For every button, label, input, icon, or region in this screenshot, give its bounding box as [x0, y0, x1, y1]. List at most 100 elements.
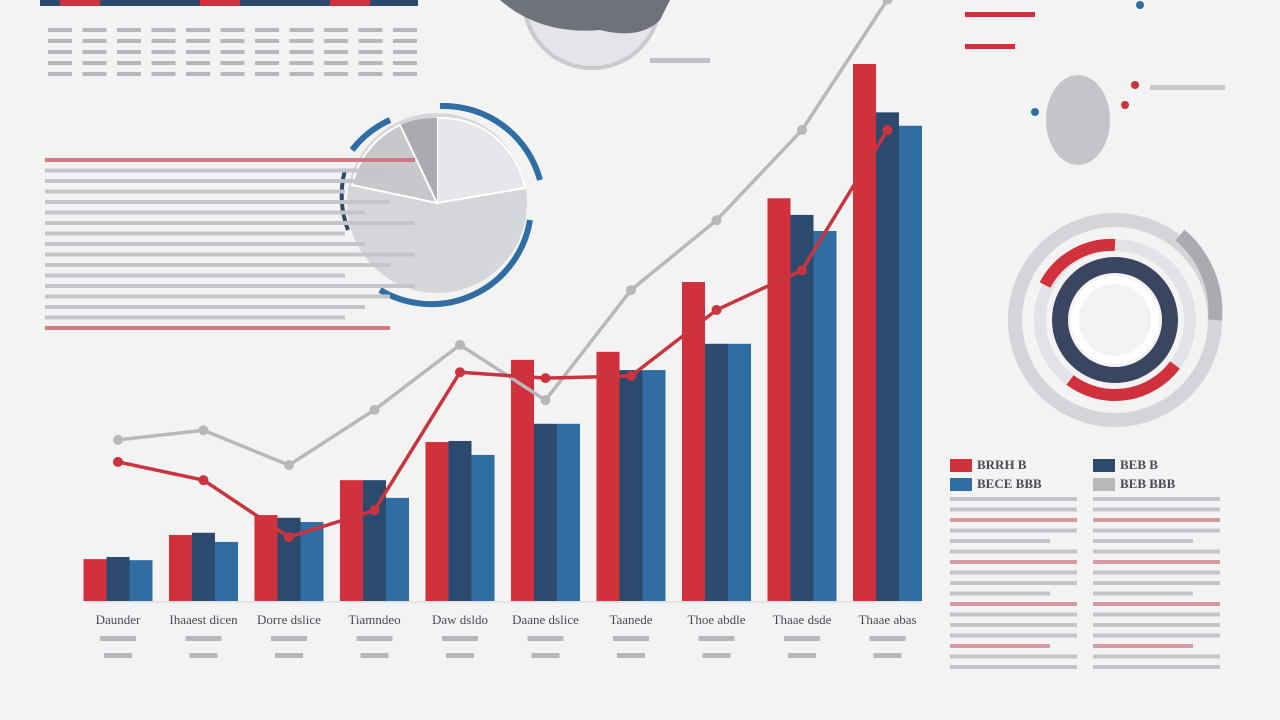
- decor-line: [950, 549, 1077, 554]
- decor-line: [255, 39, 279, 43]
- line-point: [711, 304, 722, 315]
- decor-line: [220, 72, 245, 76]
- decor-line: [1093, 497, 1220, 501]
- decor-line: [45, 305, 365, 309]
- decor-line: [271, 636, 307, 641]
- decor-line: [393, 50, 417, 54]
- line-point: [284, 532, 294, 543]
- decor-globe: [500, 0, 710, 70]
- decor-line: [324, 72, 348, 76]
- decor-line: [186, 72, 210, 76]
- decor-line: [45, 326, 390, 330]
- line-point: [540, 395, 551, 406]
- decor-line: [617, 653, 645, 658]
- decor-figure: [965, 1, 1225, 165]
- decor-line: [1093, 633, 1220, 638]
- decor-line: [45, 263, 390, 267]
- bar: [129, 560, 153, 601]
- line-point: [882, 0, 893, 5]
- decor-line: [393, 39, 417, 43]
- decor-line: [1093, 623, 1220, 627]
- decor-line: [358, 50, 383, 54]
- decor-line: [950, 581, 1077, 585]
- decor-line: [442, 636, 478, 641]
- legend-label: BRRH B: [977, 457, 1027, 472]
- legend-swatch: [1093, 459, 1115, 472]
- decor-line: [45, 252, 415, 257]
- decor-line: [950, 560, 1077, 564]
- decor-line: [255, 72, 279, 76]
- decor-line: [1093, 518, 1220, 522]
- decor-line: [289, 39, 314, 43]
- decor-line: [1093, 602, 1220, 606]
- decor-line: [186, 61, 210, 65]
- bar: [813, 231, 837, 601]
- bar: [300, 522, 324, 601]
- decor-line: [48, 39, 72, 43]
- bar: [192, 532, 215, 601]
- decor-line: [950, 623, 1077, 627]
- line-point: [198, 475, 209, 486]
- decor-text: [45, 158, 1220, 669]
- line-point: [626, 285, 636, 296]
- decor-line: [186, 50, 210, 54]
- bar: [876, 112, 899, 601]
- decor-line: [117, 39, 141, 43]
- decor-line: [531, 653, 560, 658]
- bar: [425, 442, 449, 601]
- bar: [106, 556, 130, 601]
- bar: [728, 343, 751, 601]
- decor-line: [289, 50, 314, 54]
- decor-line: [324, 28, 348, 32]
- decor-line: [869, 636, 906, 641]
- decor-line: [1093, 654, 1220, 659]
- line-point: [797, 265, 807, 276]
- decor-line: [220, 50, 245, 54]
- decor-line: [950, 497, 1077, 501]
- bar: [169, 534, 192, 601]
- decor-line: [1093, 539, 1193, 543]
- decor-line: [45, 200, 390, 204]
- line-point: [540, 373, 551, 384]
- legend-label: BEB BBB: [1120, 476, 1176, 491]
- decor-line: [289, 61, 314, 65]
- decor-line: [220, 28, 245, 32]
- decor-line: [189, 653, 218, 658]
- decor-line: [48, 28, 72, 32]
- decor-line: [117, 72, 141, 76]
- line-point: [711, 215, 722, 226]
- plot: [83, 0, 922, 601]
- decor-line: [289, 72, 314, 76]
- decor-line: [356, 636, 393, 641]
- decor-line: [275, 653, 303, 658]
- decor-line: [82, 61, 107, 65]
- line-point: [455, 367, 465, 378]
- decor-line: [104, 653, 132, 658]
- line-point: [369, 404, 380, 415]
- decor-line: [950, 644, 1050, 648]
- decor-line: [358, 28, 383, 32]
- decor-line: [220, 61, 245, 65]
- bar: [386, 497, 409, 601]
- line-point: [626, 370, 636, 381]
- bar: [254, 515, 278, 601]
- bar: [642, 370, 666, 601]
- decor-line: [1093, 549, 1220, 554]
- decor-line: [1093, 507, 1220, 512]
- x-tick-label: Thoe abdle: [687, 612, 745, 627]
- decor-line: [289, 28, 314, 32]
- decor-line: [82, 50, 107, 54]
- x-tick-label: Thaae abas: [858, 612, 916, 627]
- decor-line: [117, 50, 141, 54]
- decor-line: [324, 50, 348, 54]
- decor-line: [698, 636, 735, 641]
- decor-line: [48, 61, 72, 65]
- decor-line: [950, 591, 1050, 596]
- line: [117, 129, 889, 540]
- decor-line: [151, 39, 176, 43]
- bar: [767, 198, 791, 601]
- decor-line: [186, 28, 210, 32]
- line: [117, 0, 889, 468]
- decor-line: [45, 168, 390, 173]
